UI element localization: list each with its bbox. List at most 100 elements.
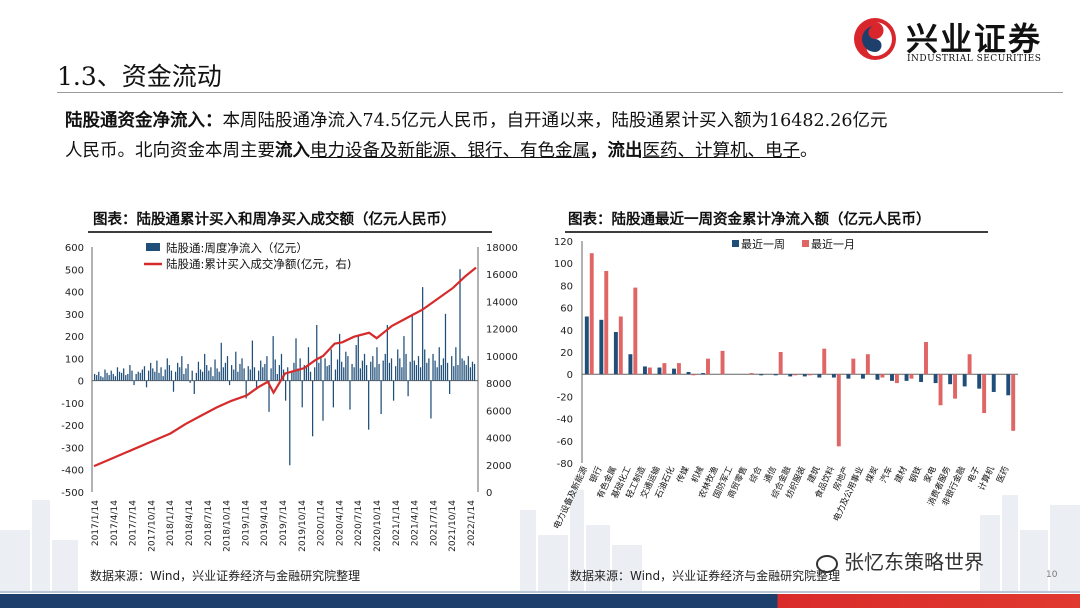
weekly-inflow-bar	[324, 358, 326, 381]
y-tick-label: 20	[560, 348, 573, 359]
weekly-inflow-bar	[210, 367, 212, 381]
weekly-inflow-bar	[318, 362, 320, 381]
bar-last-month	[720, 350, 725, 375]
left-chart-title-rule	[88, 231, 492, 233]
weekly-inflow-bar	[185, 368, 187, 381]
weekly-inflow-bar	[94, 373, 96, 381]
weekly-inflow-bar	[145, 380, 148, 388]
bar-last-week	[948, 374, 953, 385]
weekly-inflow-bar	[104, 369, 106, 381]
weekly-inflow-bar	[465, 365, 467, 381]
weekly-inflow-bar	[349, 380, 351, 410]
weekly-inflow-bar	[150, 362, 152, 381]
weekly-inflow-bar	[328, 365, 330, 381]
weekly-inflow-bar	[147, 370, 150, 381]
weekly-inflow-bar	[407, 380, 409, 397]
y-tick-label: -40	[557, 415, 573, 426]
weekly-inflow-bar	[463, 360, 465, 381]
weekly-inflow-bar	[382, 360, 384, 381]
weekly-inflow-bar	[218, 371, 220, 381]
weekly-inflow-bar	[208, 370, 210, 381]
weekly-inflow-bar	[361, 360, 364, 381]
weekly-inflow-bar	[436, 367, 438, 381]
weekly-inflow-bar	[413, 360, 415, 381]
bar-last-week	[977, 374, 982, 389]
left-y-tick-label: 400	[65, 288, 84, 299]
bar-last-week	[657, 367, 662, 375]
bar-last-week	[584, 316, 589, 375]
weekly-inflow-bar	[224, 362, 227, 381]
summary-sep: ，	[590, 141, 608, 161]
weekly-inflow-bar	[137, 371, 139, 381]
weekly-inflow-bar	[320, 356, 322, 381]
weekly-inflow-bar	[430, 380, 432, 419]
weekly-inflow-bar	[353, 367, 355, 381]
weekly-inflow-bar	[274, 359, 276, 381]
y-tick-label: -60	[557, 437, 573, 448]
weekly-inflow-bar	[419, 367, 422, 381]
weekly-inflow-bar	[156, 360, 158, 381]
weekly-inflow-bar	[206, 365, 208, 381]
bar-last-month	[662, 363, 667, 375]
weekly-inflow-bar	[357, 336, 359, 381]
weekly-inflow-bar	[172, 380, 175, 392]
left-y-tick-label: 300	[65, 310, 84, 321]
weekly-inflow-bar	[193, 380, 195, 394]
city-skyline-decoration	[0, 490, 1080, 592]
weekly-inflow-bar	[440, 365, 442, 381]
bar-last-week	[962, 374, 967, 387]
left-chart-title: 图表：陆股通累计买入和周净买入成交额（亿元人民币）	[93, 212, 456, 228]
weekly-inflow-bar	[453, 366, 455, 381]
weekly-inflow-bar	[108, 375, 110, 381]
left-y-tick-label: -300	[61, 443, 84, 454]
section-title: 1.3、资金流动	[57, 62, 222, 91]
bar-last-week	[831, 374, 836, 378]
weekly-inflow-bar	[334, 369, 337, 381]
bar-last-week	[788, 374, 793, 377]
weekly-inflow-bar	[295, 338, 297, 381]
outflow-label: 流出	[607, 141, 643, 161]
weekly-inflow-bar	[262, 367, 264, 381]
weekly-inflow-bar	[432, 353, 434, 381]
brand-logo: 兴业证券 INDUSTRIAL SECURITIES	[852, 14, 1064, 66]
y-tick-label: 120	[554, 237, 573, 248]
bar-last-week	[642, 366, 647, 375]
summary-line1: 本周陆股通净流入74.5亿元人民币，自开通以来，陆股通累计买入额为16482.2…	[222, 111, 888, 131]
weekly-inflow-bar	[355, 345, 357, 381]
left-y-tick-label: 200	[65, 332, 84, 343]
weekly-inflow-bar	[168, 365, 170, 381]
weekly-inflow-bar	[368, 380, 370, 430]
weekly-inflow-bar	[390, 358, 393, 381]
right-y-tick-label: 4000	[486, 434, 511, 445]
summary-lead: 陆股通资金净流入：	[65, 111, 223, 131]
weekly-inflow-bar	[179, 367, 181, 381]
bar-last-month	[953, 374, 958, 399]
bar-last-month	[647, 367, 652, 375]
inflow-label: 流入	[275, 141, 310, 161]
watermark-text: 张忆东策略世界	[844, 550, 984, 574]
legend-week-swatch	[732, 240, 739, 247]
weekly-inflow-bar	[204, 353, 206, 381]
bar-last-month	[793, 374, 798, 376]
weekly-inflow-bar	[411, 313, 413, 381]
weekly-inflow-bar	[133, 380, 135, 386]
weekly-inflow-bar	[297, 368, 299, 381]
weekly-inflow-bar	[260, 360, 262, 381]
weekly-inflow-bar	[222, 367, 224, 381]
bar-last-week	[919, 374, 924, 382]
weekly-inflow-bar	[309, 371, 312, 381]
weekly-inflow-bar	[299, 358, 301, 381]
bar-last-week	[686, 371, 691, 375]
weekly-inflow-bar	[197, 361, 200, 381]
bar-last-week	[860, 374, 865, 379]
left-y-tick-label: 600	[65, 243, 84, 254]
right-chart-title-rule	[565, 231, 988, 233]
bar-last-week	[628, 354, 633, 375]
weekly-inflow-bar	[336, 359, 339, 381]
right-y-tick-label: 12000	[486, 325, 518, 336]
weekly-inflow-bar	[314, 367, 316, 381]
weekly-inflow-bar	[251, 340, 254, 381]
weekly-inflow-bar	[459, 269, 461, 381]
weekly-inflow-bar	[449, 380, 451, 394]
left-y-tick-label: 500	[65, 265, 84, 276]
